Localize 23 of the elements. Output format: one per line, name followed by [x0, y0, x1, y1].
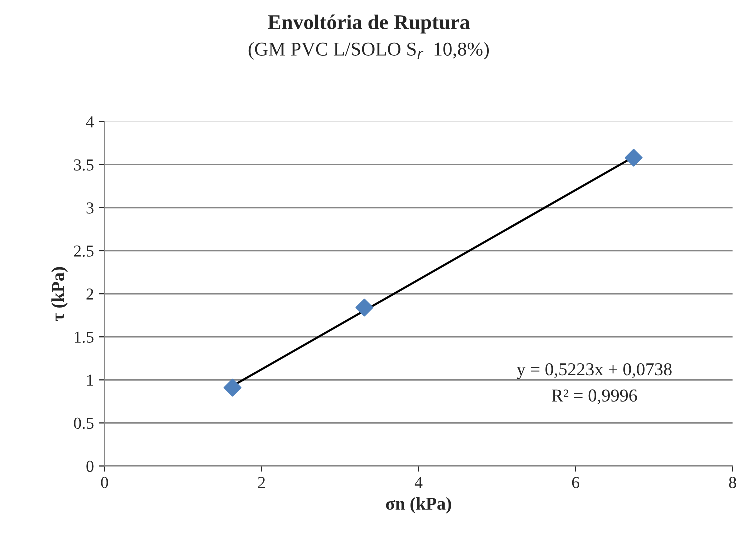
x-tick-label: 0	[101, 477, 108, 488]
point	[224, 378, 242, 397]
annotation: y = 0,5223x + 0,0738	[516, 363, 672, 380]
chart-subtitle: (GM PVC L/SOLO S$_{r}$ 10,8%)	[248, 42, 490, 60]
x-axis-title: σn (kPa)	[386, 497, 452, 514]
y-tick-label: 3.5	[74, 160, 94, 171]
y-tick-label: 0	[86, 460, 94, 472]
x-tick-label: 4	[414, 477, 423, 488]
y-tick-label: 4	[86, 116, 94, 128]
point	[625, 149, 643, 167]
y-tick-label: 1.5	[75, 332, 94, 344]
chart-title: Envoltória de Ruptura	[268, 14, 470, 34]
x-tick-label: 8	[729, 477, 736, 488]
annotation: R² = 0,9996	[552, 390, 638, 404]
y-axis-title: τ (kPa)	[52, 267, 68, 322]
point	[356, 298, 374, 317]
y-tick-label: 2.5	[74, 246, 94, 257]
x-tick-label: 6	[572, 477, 580, 488]
y-tick-label: 2	[86, 288, 94, 300]
y-tick-label: 0.5	[74, 418, 94, 430]
y-tick-label: 1	[88, 374, 94, 386]
y-tick-label: 3	[86, 202, 94, 214]
x-tick-label: 2	[258, 477, 266, 488]
